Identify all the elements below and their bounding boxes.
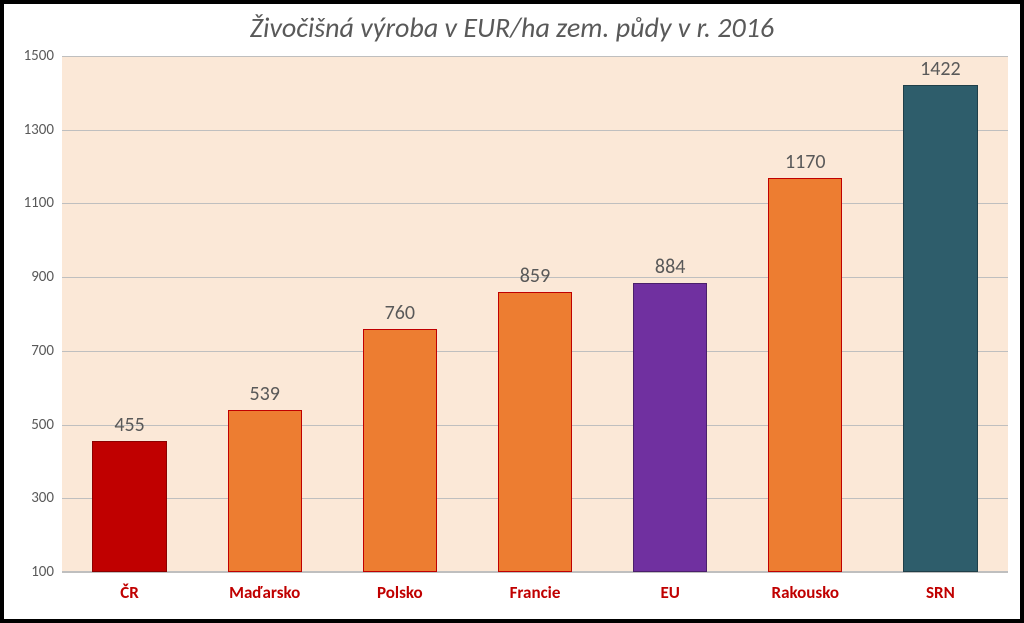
y-tick-label: 1500 bbox=[14, 47, 54, 65]
gridline bbox=[62, 572, 1008, 573]
chart-title: Živočišná výroba v EUR/ha zem. půdy v r.… bbox=[4, 10, 1020, 45]
chart-inner: Živočišná výroba v EUR/ha zem. půdy v r.… bbox=[4, 4, 1020, 619]
y-tick-label: 100 bbox=[14, 563, 54, 581]
bar-value-label: 455 bbox=[114, 413, 144, 437]
bar bbox=[903, 85, 977, 572]
y-tick-label: 700 bbox=[14, 342, 54, 360]
bar bbox=[228, 410, 302, 572]
x-tick-label: Rakousko bbox=[772, 582, 840, 603]
bar bbox=[633, 283, 707, 572]
x-tick-label: Francie bbox=[510, 582, 561, 603]
bar-value-label: 1422 bbox=[920, 57, 961, 81]
y-tick-label: 1300 bbox=[14, 121, 54, 139]
y-tick-label: 1100 bbox=[14, 194, 54, 212]
x-tick-label: EU bbox=[660, 582, 679, 603]
x-tick-label: Maďarsko bbox=[229, 582, 300, 603]
gridline bbox=[62, 56, 1008, 57]
y-tick-label: 500 bbox=[14, 416, 54, 434]
bar-value-label: 760 bbox=[385, 301, 415, 325]
bar-value-label: 539 bbox=[249, 382, 279, 406]
bar-value-label: 1170 bbox=[785, 150, 826, 174]
gridline bbox=[62, 130, 1008, 131]
bar-value-label: 884 bbox=[655, 255, 685, 279]
gridline bbox=[62, 203, 1008, 204]
plot-area: 100300500700900110013001500455ČR539Maďar… bbox=[62, 56, 1008, 572]
x-tick-label: ČR bbox=[120, 582, 139, 603]
bar bbox=[363, 329, 437, 572]
chart-frame: Živočišná výroba v EUR/ha zem. půdy v r.… bbox=[0, 0, 1024, 623]
y-tick-label: 900 bbox=[14, 268, 54, 286]
bar-value-label: 859 bbox=[520, 264, 550, 288]
x-tick-label: SRN bbox=[926, 582, 955, 603]
bar bbox=[768, 178, 842, 572]
x-tick-label: Polsko bbox=[377, 582, 423, 603]
bar bbox=[498, 292, 572, 572]
y-tick-label: 300 bbox=[14, 489, 54, 507]
bar bbox=[92, 441, 166, 572]
